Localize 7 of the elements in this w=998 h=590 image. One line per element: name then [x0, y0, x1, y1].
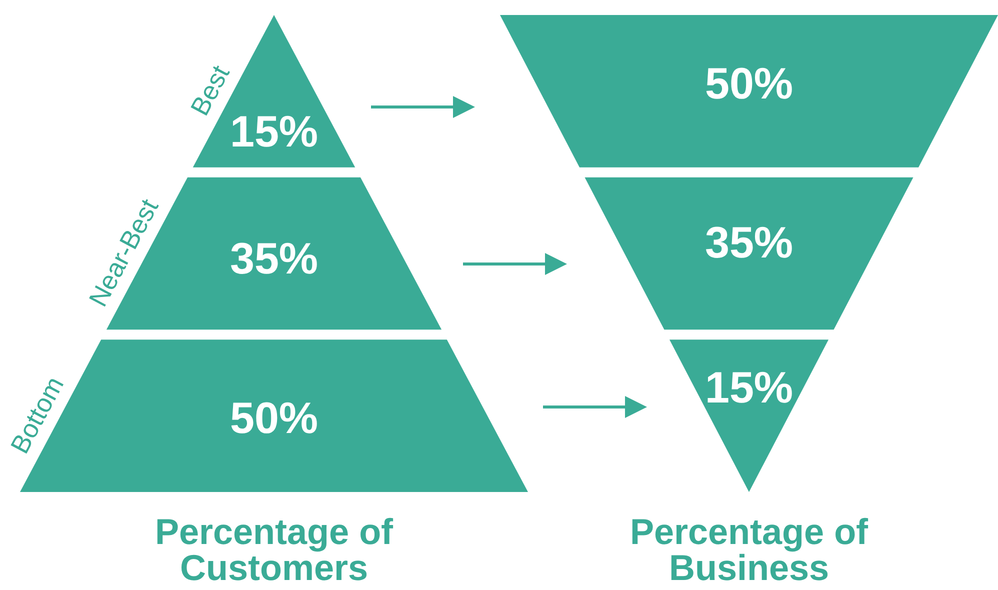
- data-label: 35%: [704, 218, 794, 268]
- data-label: 35%: [230, 234, 318, 284]
- data-label: 50%: [704, 59, 794, 108]
- data-label: 15%: [704, 364, 794, 413]
- text: Percentage of Business: [630, 511, 870, 588]
- data-label: 50%: [230, 394, 318, 443]
- text: Percentage of Customers: [154, 511, 394, 588]
